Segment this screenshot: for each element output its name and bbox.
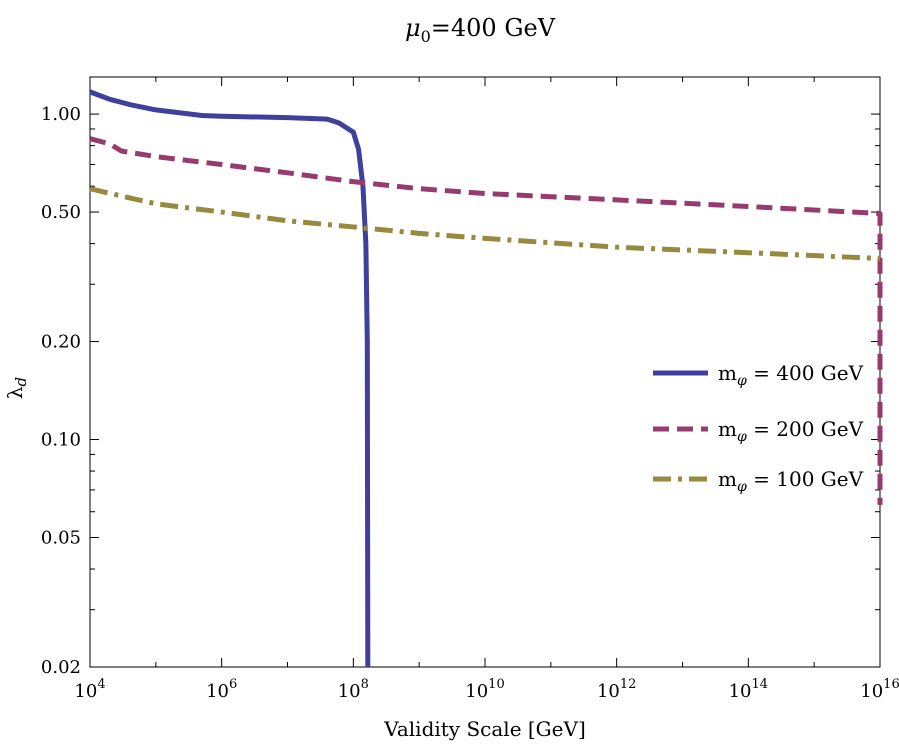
x-tick-label: 1010 <box>465 677 504 702</box>
legend-label-rest: = 200 GeV <box>747 417 864 441</box>
x-tick-base: 10 <box>338 681 361 702</box>
x-tick-base: 10 <box>206 681 229 702</box>
y-axis-label: λd <box>3 377 30 399</box>
series-layer <box>89 89 883 668</box>
legend-label-rest: = 400 GeV <box>747 361 864 385</box>
legend-item: mφ = 400 GeV <box>653 361 864 389</box>
legend-label-rest: = 100 GeV <box>747 467 864 491</box>
x-tick-label: 1014 <box>729 677 768 702</box>
legend-label: mφ = 100 GeV <box>718 467 864 495</box>
chart-title-sub: 0 <box>421 27 431 46</box>
x-tick-exp: 14 <box>752 677 769 692</box>
legend-item: mφ = 200 GeV <box>653 417 864 445</box>
x-tick-exp: 8 <box>361 677 369 692</box>
x-tick-exp: 12 <box>620 677 637 692</box>
x-tick-label: 1016 <box>860 677 899 702</box>
legend-label-sub: φ <box>737 479 747 495</box>
legend-label-main: m <box>718 361 737 385</box>
legend-item: mφ = 100 GeV <box>653 467 864 495</box>
x-tick-label: 104 <box>74 677 105 702</box>
x-tick-base: 10 <box>465 681 488 702</box>
series-line-1 <box>89 89 371 668</box>
y-axis-label-sub: d <box>12 377 30 387</box>
y-axis-label-main: λ <box>3 386 27 399</box>
x-tick-exp: 16 <box>883 677 899 692</box>
chart-title-rest: =400 GeV <box>431 14 556 42</box>
legend-label-sub: φ <box>737 429 747 445</box>
x-tick-base: 10 <box>74 681 97 702</box>
x-tick-base: 10 <box>597 681 620 702</box>
legend-label: mφ = 400 GeV <box>718 361 864 389</box>
x-tick-base: 10 <box>860 681 883 702</box>
y-tick-label: 0.50 <box>41 202 81 223</box>
y-tick-labels: 0.02 0.05 0.10 0.20 0.50 1.00 <box>41 104 81 678</box>
x-tick-label: 106 <box>206 677 237 702</box>
legend-label-main: m <box>718 417 737 441</box>
x-tick-labels: 104 106 108 1010 1012 1014 1016 <box>74 677 899 702</box>
y-tick-label: 0.10 <box>41 430 81 451</box>
series-line-2 <box>89 136 883 505</box>
axis-ticks <box>89 77 881 668</box>
y-tick-label: 0.20 <box>41 332 81 353</box>
x-tick-exp: 10 <box>488 677 505 692</box>
y-tick-label: 0.02 <box>41 657 81 678</box>
legend-label-main: m <box>718 467 737 491</box>
chart-title-main: μ <box>405 14 421 42</box>
legend-label-sub: φ <box>737 373 747 389</box>
chart-title: μ0=400 GeV <box>405 14 556 46</box>
x-axis-label: Validity Scale [GeV] <box>383 717 586 741</box>
legend-label: mφ = 200 GeV <box>718 417 864 445</box>
y-tick-label: 1.00 <box>41 104 81 125</box>
x-tick-label: 1012 <box>597 677 636 702</box>
x-tick-base: 10 <box>729 681 752 702</box>
x-tick-label: 108 <box>338 677 369 702</box>
series-line-3 <box>89 186 881 261</box>
y-tick-label: 0.05 <box>41 527 81 548</box>
x-tick-exp: 6 <box>229 677 237 692</box>
x-tick-exp: 4 <box>97 677 105 692</box>
